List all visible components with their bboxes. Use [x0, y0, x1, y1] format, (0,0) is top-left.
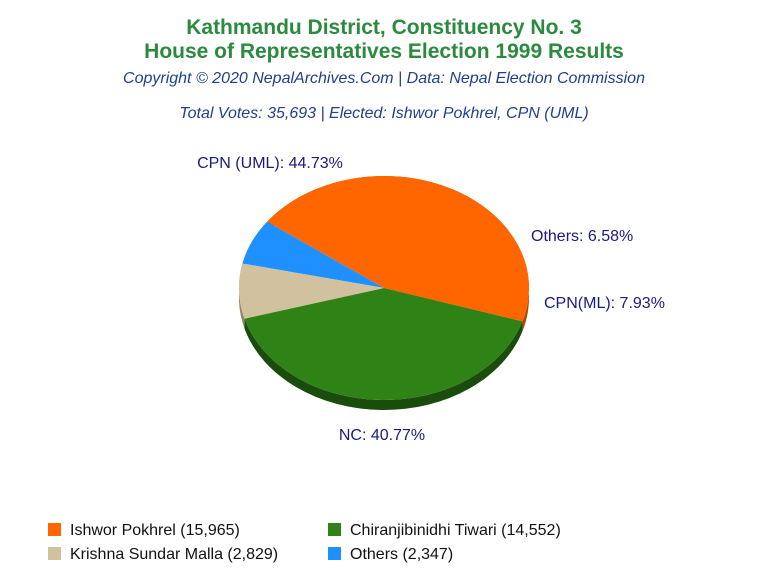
- pie-slice-side-chiranjibinidhi-tiwari: [244, 318, 523, 410]
- slice-label-chiranjibinidhi-tiwari: NC: 40.77%: [339, 427, 425, 444]
- legend-label: Ishwor Pokhrel (15,965): [70, 522, 240, 539]
- slice-label-krishna-sundar-malla: CPN(ML): 7.93%: [544, 295, 665, 312]
- legend-label: Krishna Sundar Malla (2,829): [70, 546, 279, 563]
- pie-label-layer: CPN (UML): 44.73% Others: 6.58% CPN(ML): 7…: [197, 155, 665, 444]
- legend-label: Chiranjibinidhi Tiwari (14,552): [350, 522, 561, 539]
- legend-swatch: [328, 547, 341, 560]
- legend-item-ishwor-pokhrel: Ishwor Pokhrel (15,965): [48, 522, 240, 540]
- slice-label-others: Others: 6.58%: [531, 228, 633, 245]
- legend-swatch: [328, 523, 341, 536]
- slice-label-ishwor-pokhrel: CPN (UML): 44.73%: [197, 155, 343, 172]
- pie-slice-others: [242, 221, 384, 288]
- pie-top-layer: [239, 175, 530, 401]
- legend-swatch: [48, 523, 61, 536]
- legend-swatch: [48, 547, 61, 560]
- pie-slice-chiranjibinidhi-tiwari: [244, 288, 523, 401]
- vote-summary: Total Votes: 35,693 | Elected: Ishwor Po…: [179, 105, 589, 122]
- legend-item-chiranjibinidhi-tiwari: Chiranjibinidhi Tiwari (14,552): [328, 522, 561, 540]
- chart-subtitle: Copyright © 2020 NepalArchives.Com | Dat…: [123, 70, 645, 87]
- legend-item-others: Others (2,347): [328, 546, 453, 564]
- legend-item-krishna-sundar-malla: Krishna Sundar Malla (2,829): [48, 546, 278, 564]
- pie-slice-krishna-sundar-malla: [239, 263, 384, 319]
- pie-slice-ishwor-pokhrel: [267, 175, 530, 322]
- legend-label: Others (2,347): [350, 546, 454, 563]
- chart-title: Kathmandu District, Constituency No. 3: [186, 16, 582, 39]
- chart-title-line-2: House of Representatives Election 1999 R…: [144, 40, 624, 63]
